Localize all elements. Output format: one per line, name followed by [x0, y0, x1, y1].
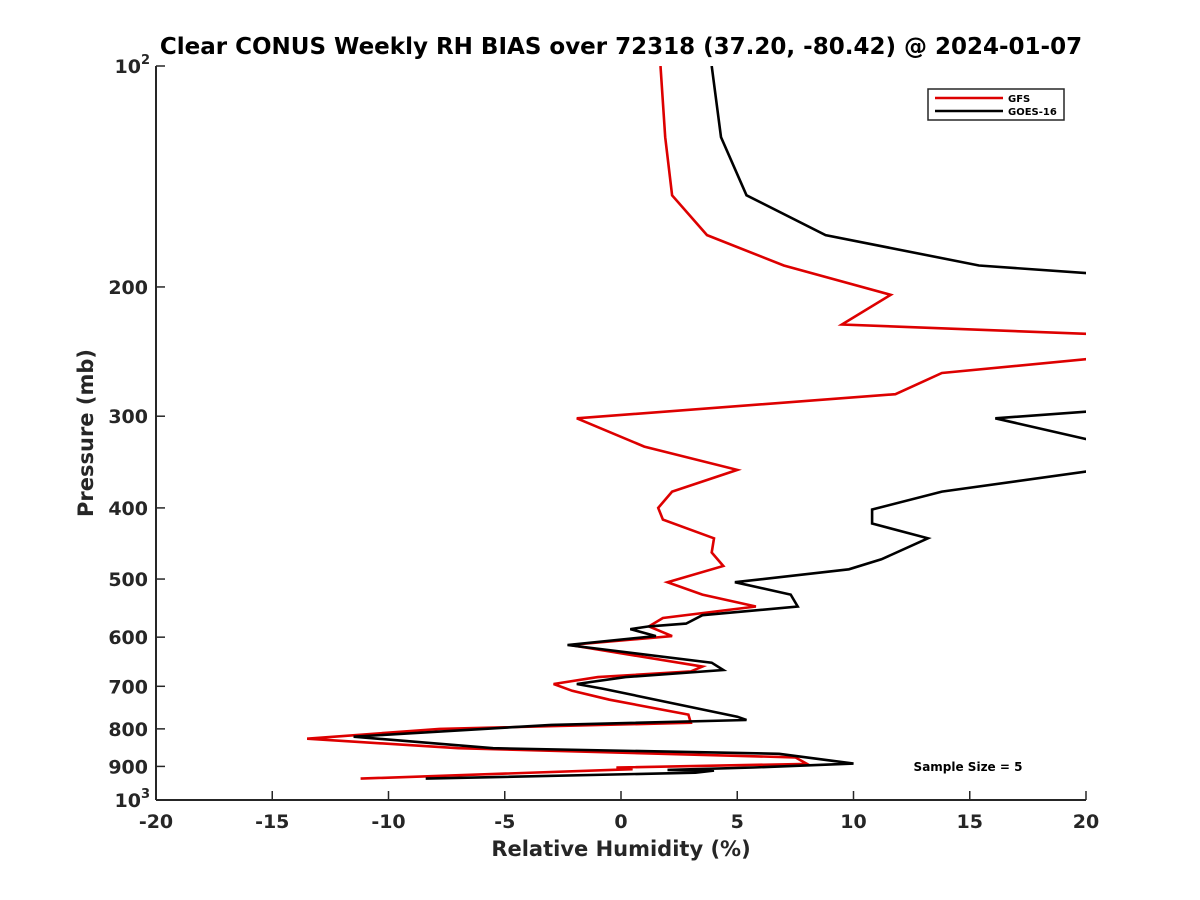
legend-entry-goes-16: GOES-16: [1008, 107, 1057, 118]
sample-size-annotation: Sample Size = 5: [914, 760, 1023, 774]
series-layer: [307, 66, 1086, 780]
x-tick-label: 0: [614, 811, 627, 833]
axes-layer: -20 -15 -10 -5 0 5 10 15 20 102 200 300 400 500 600 700…: [108, 53, 1099, 833]
legend: GFS GOES-16: [927, 88, 1065, 121]
legend-box: [927, 88, 1065, 121]
y-tick-label: 300: [108, 406, 148, 428]
y-axis-label: Pressure (mb): [74, 349, 98, 517]
y-tick-label: 200: [108, 277, 148, 299]
x-tick-label: -15: [255, 811, 289, 833]
plot-area: -20 -15 -10 -5 0 5 10 15 20 102 200 300 400 500 600 700…: [108, 53, 1099, 833]
y-tick-label: 103: [115, 787, 151, 812]
x-tick-label: 15: [957, 811, 983, 833]
legend-entry-gfs: GFS: [1008, 94, 1030, 105]
x-tick-label: 5: [731, 811, 744, 833]
y-tick-label: 500: [108, 569, 148, 591]
y-tick-label: 800: [108, 719, 148, 741]
y-tick-label: 400: [108, 498, 148, 520]
x-axis-label: Relative Humidity (%): [491, 837, 750, 861]
x-tick-label: -20: [139, 811, 173, 833]
plot-frame: [156, 66, 1086, 800]
y-tick-label: 600: [108, 627, 148, 649]
y-tick-label: 700: [108, 676, 148, 698]
chart-title: Clear CONUS Weekly RH BIAS over 72318 (3…: [160, 34, 1082, 60]
y-tick-label: 900: [108, 756, 148, 778]
series-line-goes-16: [353, 66, 1086, 780]
x-tick-label: 20: [1073, 811, 1099, 833]
y-tick-label: 102: [115, 53, 151, 78]
x-tick-label: -5: [494, 811, 515, 833]
x-tick-label: 10: [840, 811, 866, 833]
x-tick-label: -10: [371, 811, 405, 833]
